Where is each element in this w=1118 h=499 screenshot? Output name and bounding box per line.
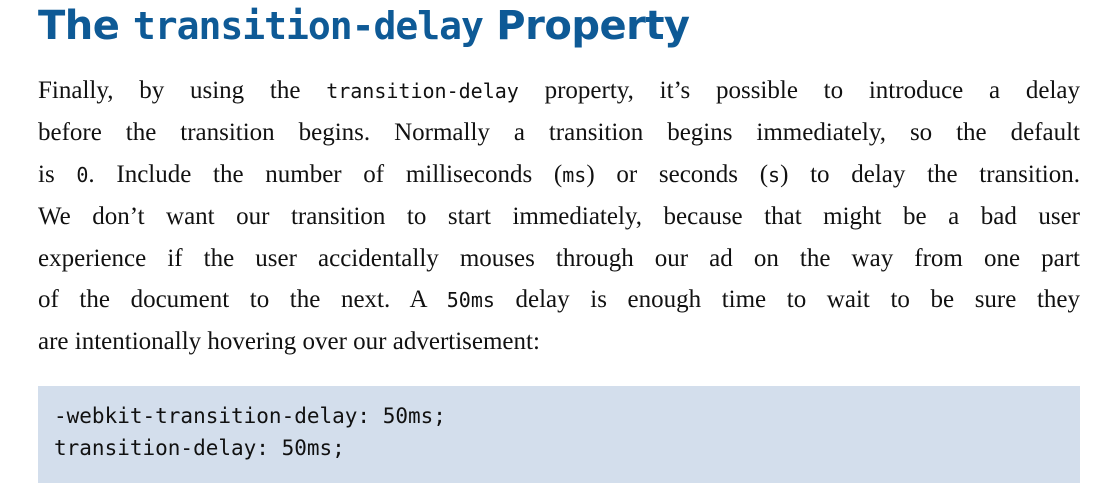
text-run: of the document to the next. A	[38, 286, 447, 314]
paragraph-line: is 0. Include the number of milliseconds…	[38, 154, 1080, 196]
text-run: . Include the number of milliseconds (	[88, 160, 563, 188]
body-paragraph: Finally, by using the transition-delay p…	[38, 70, 1080, 363]
heading-prefix: The	[38, 3, 133, 49]
inline-code: ms	[562, 162, 587, 187]
section-heading: The transition-delay Property	[38, 2, 690, 50]
text-run: delay is enough time to wait to be sure …	[494, 286, 1080, 314]
code-line: -webkit-transition-delay: 50ms;	[54, 404, 446, 428]
text-run: Finally, by using the	[38, 77, 327, 104]
paragraph-line: before the transition begins. Normally a…	[38, 119, 1080, 147]
code-line: transition-delay: 50ms;	[54, 436, 345, 460]
inline-code: s	[768, 162, 781, 187]
inline-code: 50ms	[446, 288, 495, 313]
text-run: ) or seconds (	[586, 160, 769, 188]
paragraph-line: of the document to the next. A 50ms dela…	[38, 279, 1080, 321]
inline-code: transition-delay	[326, 79, 519, 103]
code-block: -webkit-transition-delay: 50ms; transiti…	[38, 386, 1080, 483]
text-run: property, it’s possible to introduce a d…	[518, 77, 1081, 104]
text-run: ) to delay the transition.	[780, 160, 1080, 188]
inline-code: 0	[76, 162, 89, 187]
paragraph-line: experience if the user accidentally mous…	[38, 244, 1080, 272]
heading-code: transition-delay	[132, 4, 484, 48]
paragraph-line: are intentionally hovering over our adve…	[38, 328, 540, 356]
paragraph-line: We don’t want our transition to start im…	[38, 203, 1080, 231]
paragraph-line: Finally, by using the transition-delay p…	[38, 70, 1080, 112]
text-run: is	[38, 160, 77, 188]
heading-suffix: Property	[482, 3, 690, 49]
